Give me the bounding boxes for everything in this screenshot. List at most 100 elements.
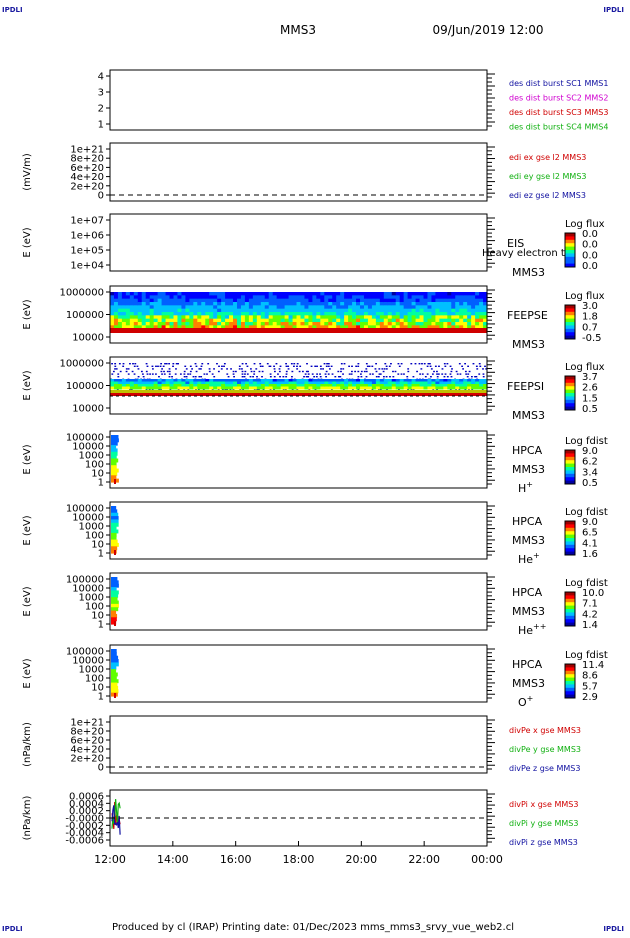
spectrogram-cell [133, 298, 139, 303]
spectrogram-cell [117, 386, 123, 390]
spectrogram-cell [169, 389, 172, 391]
colorbar-swatch [565, 598, 575, 603]
spectrogram-cell [125, 386, 131, 390]
spectrogram-cell [129, 315, 135, 320]
spectrogram-cell [111, 445, 117, 450]
spectrogram-cell [133, 325, 139, 330]
spectrogram-cell [360, 302, 365, 306]
spectrogram-cell [352, 305, 357, 310]
spectrogram-cell [356, 318, 361, 323]
colorbar-swatch [565, 243, 575, 247]
colorbar-label: 6.2 [582, 457, 598, 468]
spectrogram-cell [166, 370, 169, 373]
spectrogram-cell [169, 386, 175, 390]
spectrogram-cell [284, 308, 290, 313]
spectrogram-cell [165, 318, 171, 323]
spectrogram-cell [125, 381, 131, 385]
spectrogram-cell [304, 312, 310, 316]
spectrogram-cell [121, 318, 127, 323]
spectrogram-cell [244, 315, 250, 320]
spectrogram-cell [153, 322, 159, 326]
spectrogram-cell [399, 325, 405, 330]
spectrogram-cell [356, 315, 361, 320]
spectrogram-cell [443, 308, 448, 313]
spectrogram-cell [113, 381, 119, 385]
spectrogram-cell [129, 295, 135, 300]
spectrogram-cell [256, 312, 262, 316]
spectrogram-cell [325, 376, 327, 378]
spectrogram-cell [399, 384, 405, 387]
spectrogram-cell [236, 295, 242, 300]
spectrogram-cell [300, 322, 306, 326]
spectrogram-cell [416, 370, 418, 373]
y-axis-title: E (eV) [22, 299, 33, 329]
spectrogram-cell [189, 386, 194, 390]
spectrogram-cell [484, 365, 486, 367]
spectrogram-cell [467, 322, 472, 326]
spectrogram-cell [383, 312, 389, 316]
spectrogram-cell [240, 318, 246, 323]
spectrogram-cell [303, 376, 305, 378]
spectrogram-cell [127, 368, 130, 370]
spectrogram-cell [395, 318, 401, 323]
spectrogram-cell [114, 365, 117, 367]
spectrogram-cell [316, 373, 319, 375]
y-tick-label: 100000 [66, 310, 104, 321]
colorbar-frame [564, 663, 576, 699]
spectrogram-cell [447, 386, 452, 390]
spectrogram-cell [451, 302, 456, 306]
spectrogram-cell [367, 381, 373, 385]
spectrogram-cell [153, 384, 159, 387]
spectrogram-cell [324, 322, 329, 326]
spectrogram-cell [248, 308, 254, 313]
spectrogram-cell [197, 308, 202, 313]
spectrogram-cell [471, 325, 476, 330]
corner-mark-bottom-right: IPDLI [603, 925, 624, 933]
spectrogram-cell [221, 379, 226, 382]
spectrogram-cell [348, 373, 351, 375]
spectrogram-cell [387, 292, 393, 296]
spectrogram-cell [127, 373, 130, 375]
spectrogram-cell [459, 295, 464, 300]
spectrogram-cell [185, 384, 190, 387]
spectrogram-cell [133, 292, 139, 296]
colorbar-swatch [565, 622, 575, 627]
spectrogram-cell [328, 302, 333, 306]
spectrogram-cell [475, 318, 480, 323]
spectrogram-cell [244, 312, 250, 316]
spectrogram-cell [217, 312, 222, 316]
spectrogram-cell [133, 373, 136, 375]
spectrogram-cell [481, 389, 484, 391]
spectrogram-cell [435, 305, 440, 310]
spectrogram-cell [232, 370, 235, 373]
spectrogram-cell [292, 386, 298, 390]
spectrogram-cell [356, 325, 361, 330]
spectrogram-cell [225, 384, 230, 387]
spectrogram-cell [439, 295, 444, 300]
spectrogram-cell [431, 305, 437, 310]
spectrogram-cell [177, 325, 183, 330]
spectrogram-cell [181, 384, 186, 387]
spectrogram-cell [385, 365, 388, 367]
colorbar-label: 0.0 [582, 240, 598, 251]
panel-frame [109, 142, 488, 202]
spectrogram-cell [391, 325, 397, 330]
spectrogram-cell [209, 312, 214, 316]
spectrogram-cell [117, 379, 123, 382]
spectrogram-cell [378, 368, 381, 370]
spectrogram-cell [471, 308, 476, 313]
spectrogram-cell [177, 322, 183, 326]
spectrogram-cell [229, 315, 234, 320]
spectrogram-cell [459, 298, 464, 303]
spectrogram-cell [360, 325, 365, 330]
spectrogram-cell [185, 295, 190, 300]
spectrogram-cell [114, 363, 117, 365]
spectrogram-cell [356, 381, 361, 385]
colorbar-label: 1.6 [582, 549, 598, 560]
spectrogram-cell [117, 312, 123, 316]
spectrogram-cell [483, 381, 488, 385]
spectrogram-cell [157, 298, 163, 303]
spectrogram-cell [233, 295, 238, 300]
spectrogram-cell [363, 308, 369, 313]
